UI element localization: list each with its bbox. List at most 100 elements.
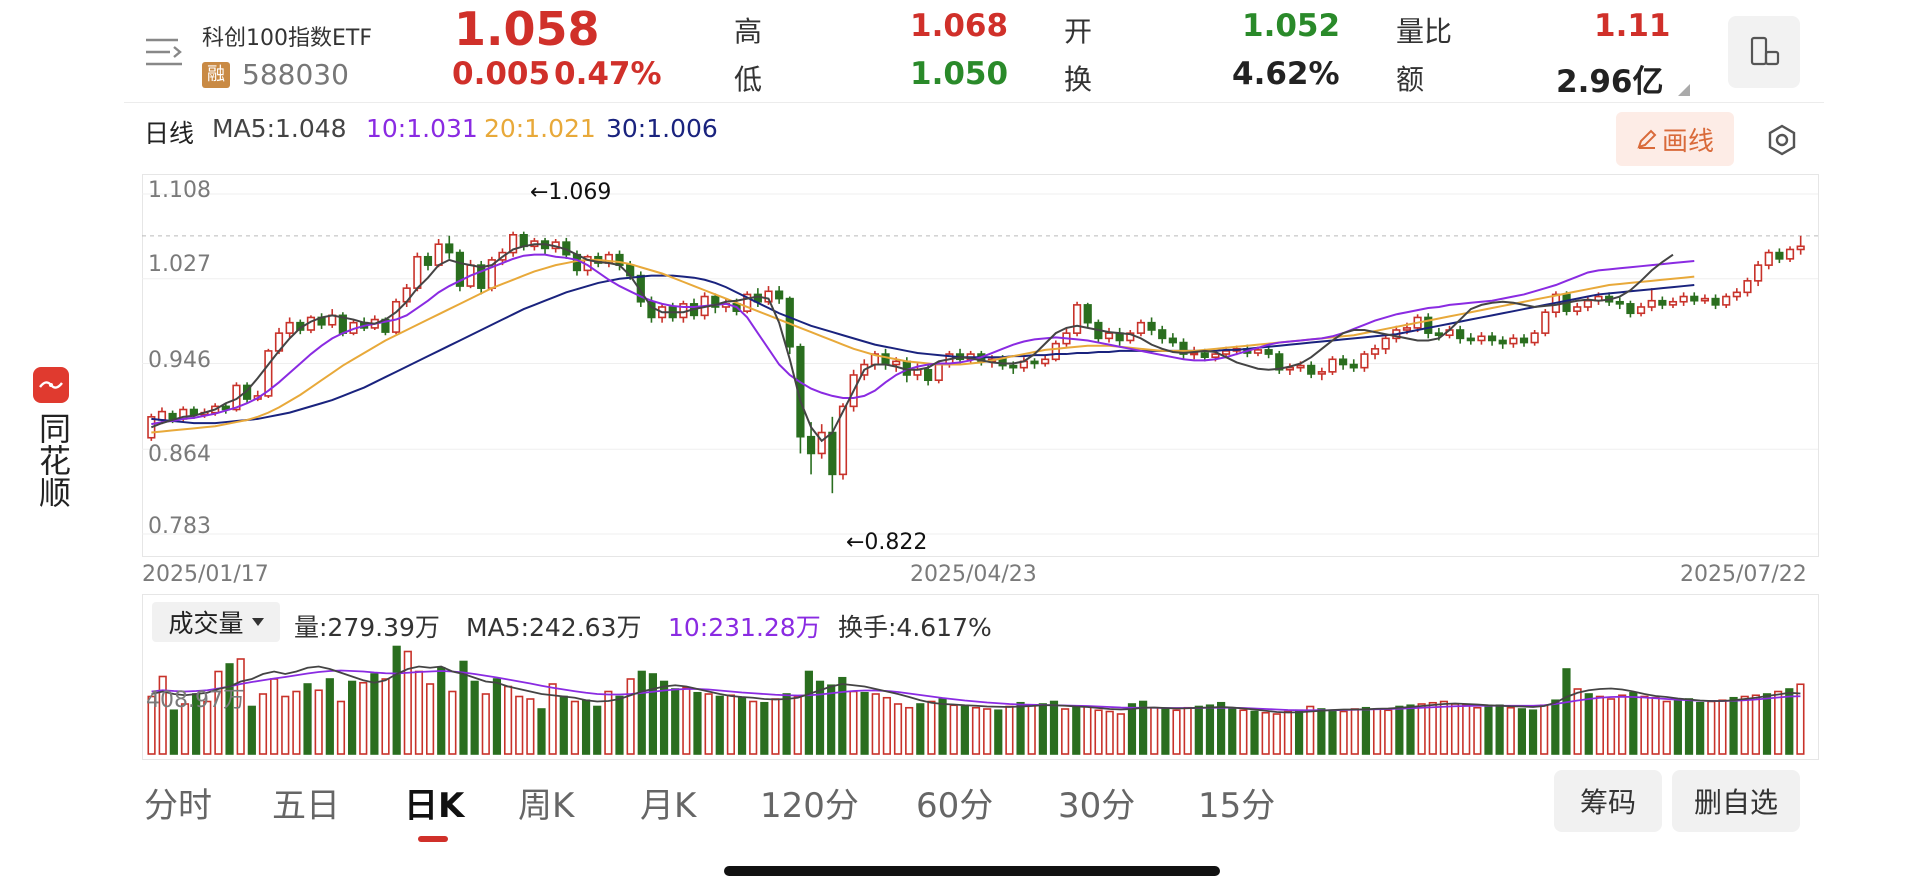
margin-badge: 融 — [202, 62, 230, 88]
volume-bar-up — [236, 658, 245, 755]
volume-bar-up — [1239, 709, 1248, 755]
turnover-rate-value: 换手:4.617% — [838, 613, 992, 642]
volume-bar-up — [1339, 710, 1348, 755]
volume-bar-down — [659, 680, 669, 755]
volume-bar-up — [1306, 705, 1315, 755]
volume-bar-up — [381, 678, 390, 755]
volume-bar-down — [715, 695, 724, 755]
price-axis-label: 1.027 — [148, 252, 211, 277]
volume-bar-up — [481, 693, 490, 755]
turnover-value: 4.62% — [1232, 56, 1340, 92]
volume-bar-down — [470, 680, 479, 755]
open-value: 1.052 — [1242, 8, 1341, 44]
expand-corner-icon[interactable] — [1678, 84, 1690, 96]
volume-bar-down — [348, 680, 357, 755]
brand-logo[interactable] — [33, 367, 69, 403]
volume-bar-down — [615, 695, 624, 755]
tab-five-day[interactable]: 五日 — [272, 786, 340, 826]
volume-indicator-selector[interactable]: 成交量 — [152, 602, 280, 642]
candle-down — [1434, 332, 1443, 337]
candle-up — [1722, 295, 1731, 306]
volume-bar-up — [682, 686, 691, 755]
tab-weekly-k[interactable]: 周K — [518, 786, 575, 826]
volume-bar-down — [1395, 705, 1404, 755]
remove-watchlist-button[interactable]: 删自选 — [1672, 770, 1800, 832]
volume-bar-up — [1183, 706, 1192, 755]
volume-ratio-value: 1.11 — [1594, 8, 1671, 44]
candle-up — [1732, 291, 1741, 298]
ma30-line — [151, 274, 1695, 425]
candle-up — [1104, 332, 1114, 340]
volume-bar-up — [515, 695, 524, 755]
ma10-value: 10:1.031 — [366, 114, 478, 143]
candle-down — [1519, 337, 1529, 344]
candle-down — [1487, 335, 1497, 342]
volume-bar-down — [581, 699, 591, 755]
volume-bar-down — [437, 666, 446, 755]
candle-up — [1285, 366, 1295, 371]
candle-up — [838, 405, 848, 476]
candle-down — [711, 295, 720, 308]
candle-up — [1402, 327, 1412, 331]
volume-bar-up — [1272, 713, 1281, 755]
price-axis-label: 0.864 — [148, 442, 211, 467]
candle-up — [1785, 248, 1795, 260]
volume-bar-up — [1640, 695, 1649, 755]
candle-up — [509, 233, 518, 254]
menu-icon[interactable] — [144, 36, 184, 70]
tab-monthly-k[interactable]: 月K — [640, 786, 697, 826]
volume-bar-up — [1751, 694, 1760, 755]
fund-name: 科创100指数ETF — [202, 26, 372, 51]
volume-bar-down — [1673, 699, 1682, 755]
volume-bar-up — [1350, 708, 1359, 755]
volume-bar-down — [760, 701, 769, 755]
volume-bar-down — [1517, 708, 1527, 755]
volume-ma10-value: 10:231.28万 — [668, 613, 821, 642]
pencil-icon — [1637, 129, 1657, 149]
volume-bar-down — [1495, 704, 1504, 755]
volume-bar-up — [425, 683, 435, 755]
candle-up — [157, 410, 167, 421]
rotate-screen-button[interactable] — [1728, 16, 1800, 88]
active-tab-indicator — [418, 836, 448, 842]
fund-code: 588030 — [242, 58, 349, 91]
candle-up — [391, 300, 401, 333]
volume-bar-up — [281, 695, 290, 755]
volume-ma5-value: MA5:242.63万 — [466, 613, 642, 642]
brand-name: 同花顺 — [34, 412, 72, 508]
tab-30-min[interactable]: 30分 — [1058, 786, 1136, 826]
draw-line-button[interactable]: 画线 — [1616, 112, 1734, 166]
volume-bar-down — [637, 670, 646, 755]
candle-up — [1583, 299, 1592, 308]
settings-button[interactable] — [1762, 120, 1802, 160]
volume-bar-up — [1061, 708, 1070, 755]
hexagon-settings-icon — [1768, 124, 1796, 156]
kline-chart[interactable] — [142, 174, 1818, 556]
candle-up — [1296, 364, 1305, 369]
tab-daily-k[interactable]: 日K — [404, 786, 465, 826]
current-price: 1.058 — [454, 2, 600, 56]
tab-intraday[interactable]: 分时 — [144, 786, 212, 826]
candle-up — [1211, 353, 1220, 359]
candle-down — [1030, 360, 1039, 365]
volume-bar-up — [604, 690, 613, 755]
candle-up — [1509, 337, 1518, 345]
tab-120-min[interactable]: 120分 — [760, 786, 859, 826]
chips-button[interactable]: 筹码 — [1554, 770, 1662, 832]
volume-bar-up — [1083, 705, 1092, 755]
volume-ma5-line — [151, 665, 1801, 714]
volume-bar-up — [1707, 700, 1716, 755]
candle-up — [1541, 311, 1550, 334]
candle-down — [1690, 295, 1699, 302]
price-change: 0.005 — [452, 56, 551, 92]
volume-bar-down — [815, 680, 825, 755]
volume-bar-up — [871, 693, 880, 755]
tab-60-min[interactable]: 60分 — [916, 786, 994, 826]
tab-15-min[interactable]: 15分 — [1198, 786, 1276, 826]
volume-chart[interactable] — [142, 594, 1818, 758]
device-rotate-icon — [1750, 36, 1780, 66]
volume-bar-up — [905, 706, 914, 755]
volume-bar-up — [336, 700, 346, 755]
volume-bar-down — [860, 691, 869, 755]
volume-bar-up — [548, 683, 557, 755]
